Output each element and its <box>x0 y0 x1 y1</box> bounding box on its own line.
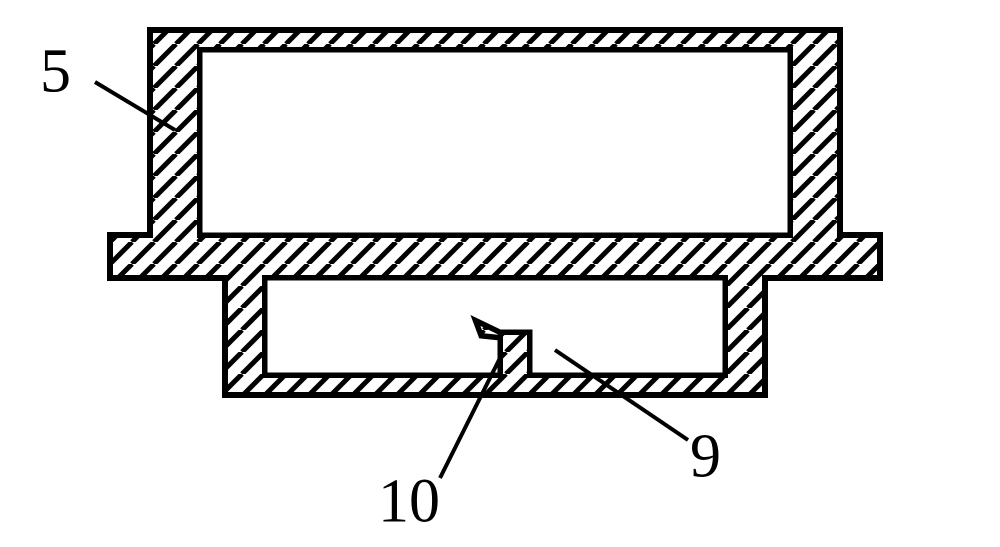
svg-text:5: 5 <box>40 38 71 106</box>
svg-text:9: 9 <box>690 423 721 491</box>
svg-text:10: 10 <box>378 468 440 536</box>
